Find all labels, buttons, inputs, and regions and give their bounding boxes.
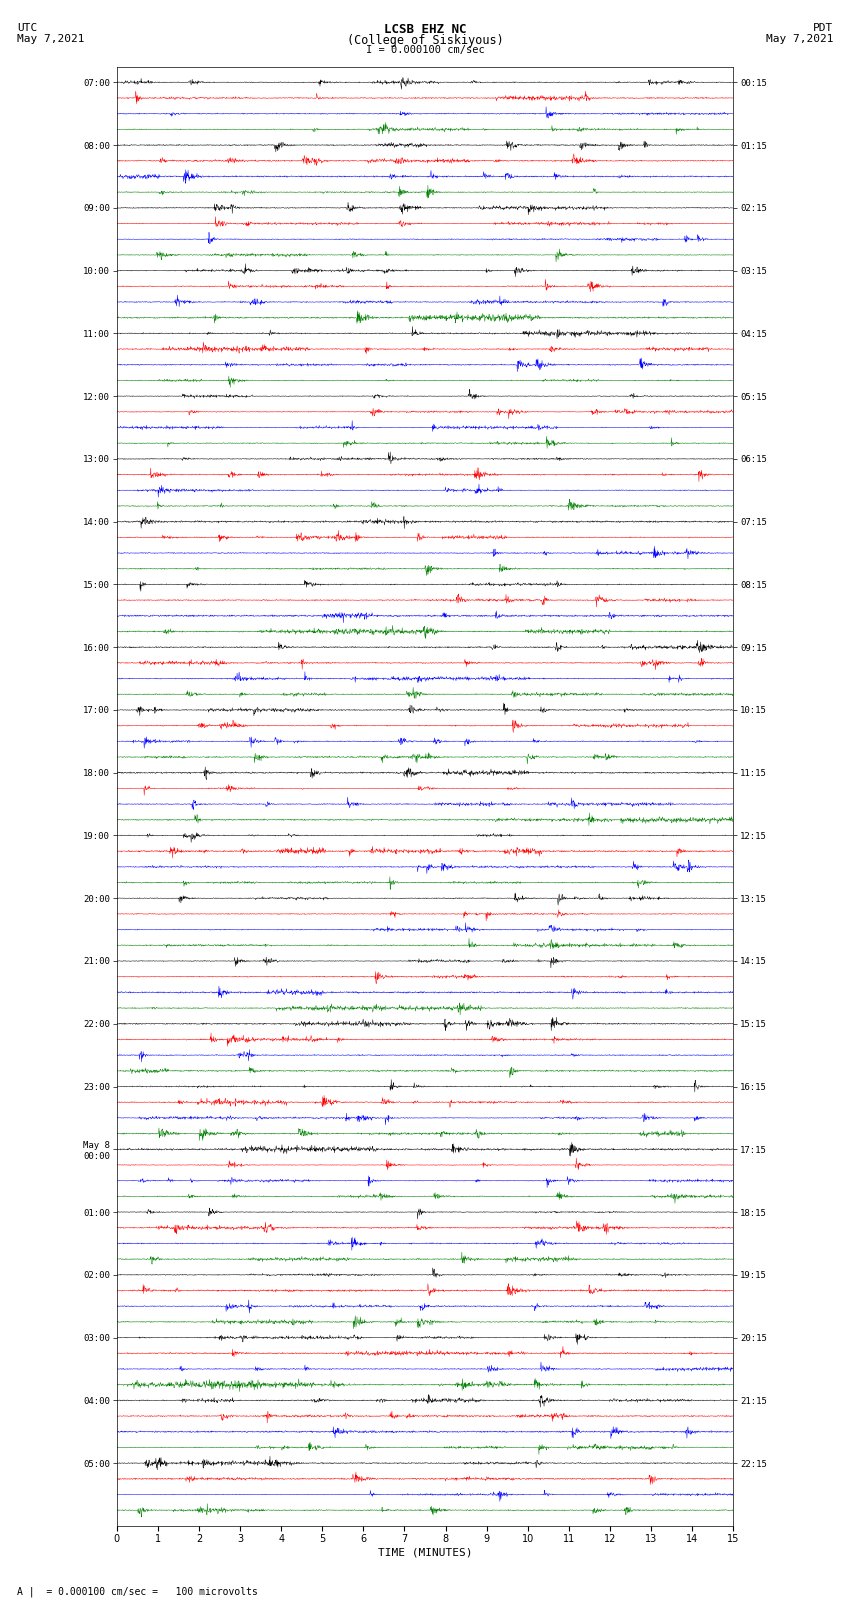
Text: May 7,2021: May 7,2021 xyxy=(766,34,833,44)
Text: PDT: PDT xyxy=(813,23,833,32)
Text: May 7,2021: May 7,2021 xyxy=(17,34,84,44)
Text: (College of Siskiyous): (College of Siskiyous) xyxy=(347,34,503,47)
Text: LCSB EHZ NC: LCSB EHZ NC xyxy=(383,23,467,35)
X-axis label: TIME (MINUTES): TIME (MINUTES) xyxy=(377,1548,473,1558)
Text: I = 0.000100 cm/sec: I = 0.000100 cm/sec xyxy=(366,45,484,55)
Text: UTC: UTC xyxy=(17,23,37,32)
Text: A |  = 0.000100 cm/sec =   100 microvolts: A | = 0.000100 cm/sec = 100 microvolts xyxy=(17,1586,258,1597)
